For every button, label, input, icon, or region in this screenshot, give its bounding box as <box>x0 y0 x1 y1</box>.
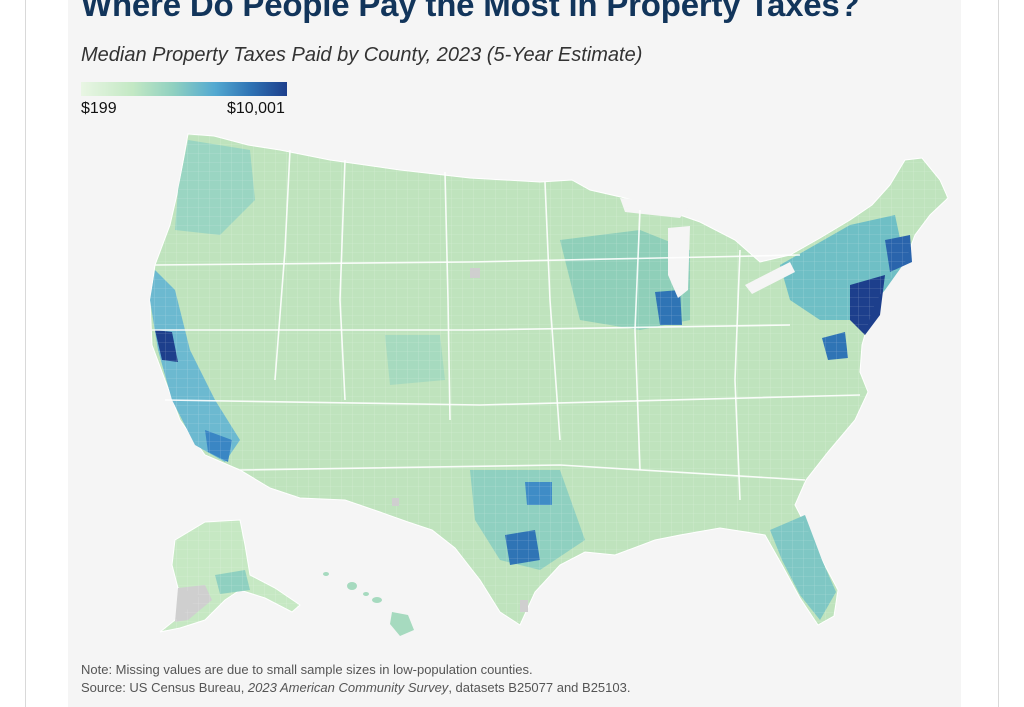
missing-county-texas <box>520 600 528 612</box>
map-title: Where Do People Pay the Most in Property… <box>81 0 860 23</box>
footnote-source: Source: US Census Bureau, 2023 American … <box>81 680 630 695</box>
frame-border-right <box>998 0 999 707</box>
missing-county-west-texas <box>392 498 399 506</box>
source-prefix: Source: US Census Bureau, <box>81 680 248 695</box>
footnote-missing-values: Note: Missing values are due to small sa… <box>81 662 533 677</box>
legend-color-scale <box>81 82 287 96</box>
hawaii-islands <box>323 572 414 636</box>
lake-superior <box>620 198 690 218</box>
lake-michigan <box>668 226 690 298</box>
county-borders <box>150 134 948 625</box>
source-survey: 2023 American Community Survey <box>247 680 449 695</box>
source-suffix: , datasets B25077 and B25103. <box>448 680 631 695</box>
legend-min-label: $199 <box>81 100 117 117</box>
frame-border-left <box>25 0 26 707</box>
legend-max-label: $10,001 <box>227 100 285 117</box>
missing-county-nebraska <box>470 268 480 278</box>
map-subtitle: Median Property Taxes Paid by County, 20… <box>81 44 643 66</box>
state-borders <box>152 149 861 501</box>
alaska-grid <box>160 520 300 632</box>
lake-erie <box>745 262 795 294</box>
